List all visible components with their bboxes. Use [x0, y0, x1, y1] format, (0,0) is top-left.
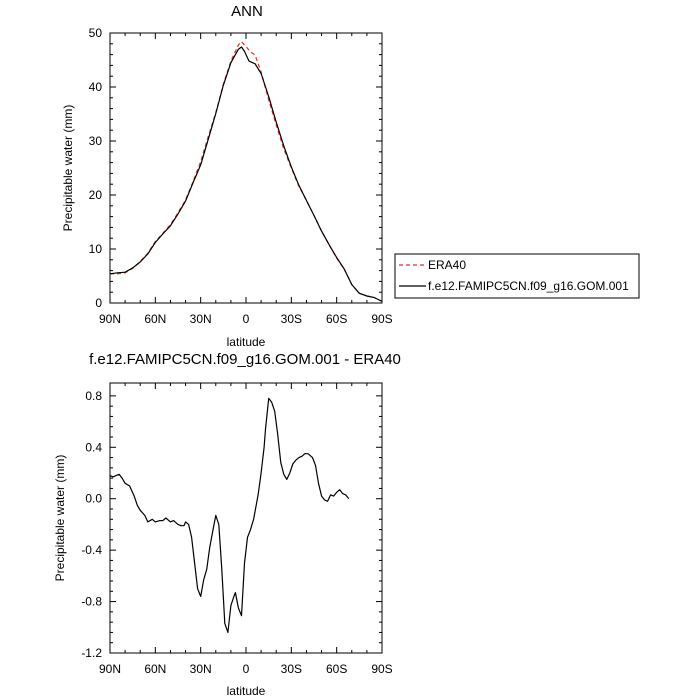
x-tick-label: 60S — [326, 662, 347, 676]
series-line-0-0 — [110, 40, 383, 302]
series-line-0-1 — [109, 46, 383, 302]
x-tick-label: 60N — [144, 662, 166, 676]
top-series-lines — [109, 40, 383, 302]
legend-label-era40: ERA40 — [428, 258, 466, 272]
x-tick-label: 90N — [99, 312, 121, 326]
top-x-axis-label: latitude — [227, 335, 266, 349]
y-tick-label: 0.4 — [85, 440, 102, 454]
top-ticks: 90N 60N 30N 0 30S 60S 90S 0 10 20 30 40 50 — [89, 26, 393, 326]
y-tick-label: 20 — [89, 188, 103, 202]
x-tick-label: 90S — [371, 312, 392, 326]
y-tick-label: -0.4 — [81, 543, 102, 557]
y-tick-label: -0.8 — [81, 595, 102, 609]
series-line-1-0 — [109, 397, 350, 634]
x-tick-label: 30S — [281, 662, 302, 676]
x-tick-label: 30N — [190, 662, 212, 676]
x-tick-label: 30N — [190, 312, 212, 326]
y-tick-label: 0.0 — [85, 492, 102, 506]
y-tick-label: 0 — [95, 296, 102, 310]
bottom-chart: f.e12.FAMIPC5CN.f09_g16.GOM.001 - ERA40 … — [53, 351, 401, 698]
top-y-axis-label: Precipitable water (mm) — [61, 105, 75, 232]
x-tick-label: 60N — [144, 312, 166, 326]
x-tick-label: 30S — [281, 312, 302, 326]
x-tick-label: 0 — [243, 312, 250, 326]
x-tick-label: 0 — [243, 662, 250, 676]
top-chart: ANN 90N 60N 30N 0 30S 60S 90S 0 10 20 30 40 50 latit… — [61, 3, 640, 349]
top-plot-frame — [109, 32, 383, 304]
bottom-series-lines — [109, 397, 350, 634]
x-tick-label: 90N — [99, 662, 121, 676]
y-tick-label: -1.2 — [81, 646, 102, 660]
legend-label-model: f.e12.FAMIPC5CN.f09_g16.GOM.001 — [428, 279, 629, 293]
x-tick-label: 90S — [371, 662, 392, 676]
bottom-x-axis-label: latitude — [227, 684, 266, 698]
x-tick-label: 60S — [326, 312, 347, 326]
bottom-chart-title: f.e12.FAMIPC5CN.f09_g16.GOM.001 - ERA40 — [89, 351, 401, 368]
legend: ERA40 f.e12.FAMIPC5CN.f09_g16.GOM.001 — [394, 253, 640, 299]
y-tick-label: 10 — [89, 242, 103, 256]
bottom-ticks: 90N 60N 30N 0 30S 60S 90S -1.2 -0.8 -0.4 0.0 0.4 0.8 — [81, 383, 393, 676]
y-tick-label: 40 — [89, 80, 103, 94]
y-tick-label: 30 — [89, 134, 103, 148]
legend-box — [394, 253, 640, 299]
y-tick-label: 50 — [89, 26, 103, 40]
bottom-y-axis-label: Precipitable water (mm) — [53, 455, 67, 582]
top-chart-title: ANN — [231, 3, 263, 20]
bottom-plot-frame — [109, 382, 383, 654]
y-tick-label: 0.8 — [85, 389, 102, 403]
